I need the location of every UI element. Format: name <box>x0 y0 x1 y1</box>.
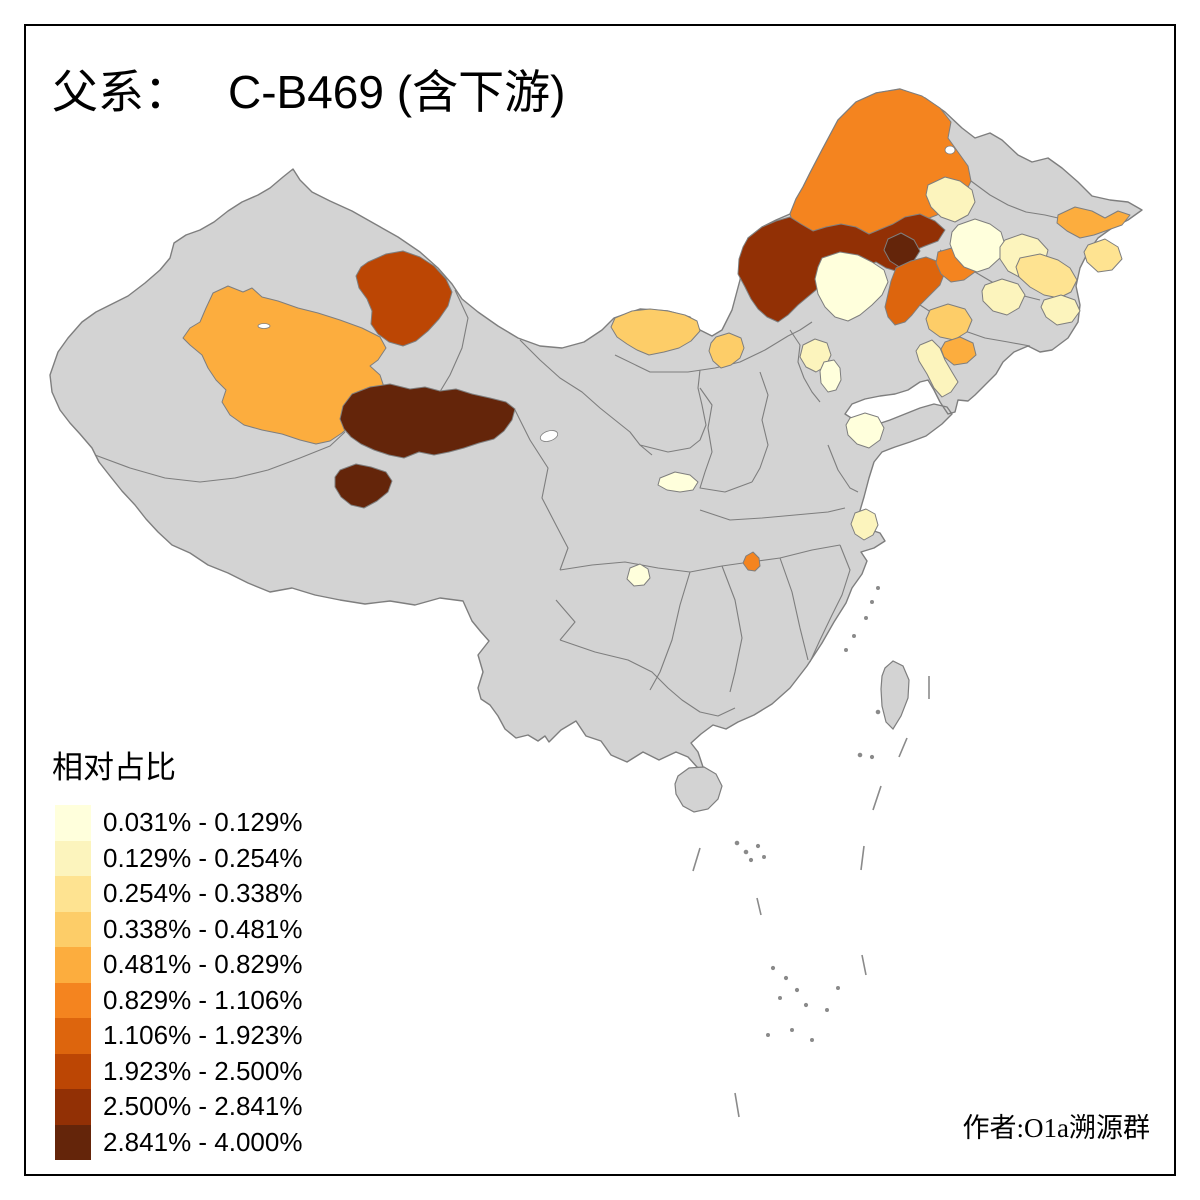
lakes <box>257 145 956 442</box>
province-borders <box>94 180 1059 717</box>
nine-dash-line <box>692 585 930 1118</box>
legend-swatch-8 <box>55 1053 91 1089</box>
legend-title: 相对占比 <box>52 750 176 785</box>
legend-label-7: 1.106% - 1.923% <box>103 1020 303 1051</box>
legend-row-4: 0.338% - 0.481% <box>52 911 303 947</box>
islands <box>674 660 910 813</box>
legend-swatch-1 <box>55 805 91 841</box>
legend-row-1: 0.031% - 0.129% <box>52 805 302 841</box>
legend-row-7: 1.106% - 1.923% <box>52 1018 302 1054</box>
legend-swatch-3 <box>55 876 91 912</box>
bosten-lake <box>257 323 271 329</box>
region-tongliao-innermongolia <box>884 256 946 326</box>
qinghai-lake <box>539 430 559 442</box>
region-mudanjiang-area <box>1040 294 1081 326</box>
legend-swatch-9 <box>55 1089 91 1125</box>
region-dandong-area <box>981 278 1026 316</box>
mainland-outline <box>49 88 1143 771</box>
region-shuangyashan-area <box>1083 238 1123 273</box>
legend-label-4: 0.338% - 0.481% <box>103 913 303 944</box>
legend: 相对占比 0.031% - 0.129% 0.129% - 0.254% 0.254… <box>52 742 302 1160</box>
legend-label-3: 0.254% - 0.338% <box>103 878 303 909</box>
legend-row-10: 2.841% - 4.000% <box>52 1124 303 1160</box>
legend-label-1: 0.031% - 0.129% <box>103 807 303 838</box>
legend-swatch-7 <box>55 1018 91 1054</box>
region-bayannur-innermongolia <box>610 308 701 356</box>
legend-rows: 0.031% - 0.129% 0.129% - 0.254% 0.254% - 0… <box>52 805 302 1160</box>
plot-frame <box>24 24 1176 1176</box>
legend-row-9: 2.500% - 2.841% <box>52 1089 302 1125</box>
title-label: 父系： <box>52 67 190 118</box>
taiwan-island <box>880 660 910 730</box>
legend-swatch-6 <box>55 982 91 1018</box>
legend-swatch-2 <box>55 840 91 876</box>
legend-label-2: 0.129% - 0.254% <box>103 842 303 873</box>
legend-label-8: 1.923% - 2.500% <box>103 1055 303 1086</box>
region-shandong-central <box>845 412 885 449</box>
region-haixi-qinghai <box>339 383 516 459</box>
region-hubei-small <box>742 551 761 572</box>
legend-swatch-10 <box>55 1124 91 1160</box>
hainan-island <box>674 766 723 813</box>
region-hami-xinjiang <box>355 250 453 347</box>
region-changchun-area <box>1015 253 1078 299</box>
legend-row-3: 0.254% - 0.338% <box>52 876 302 912</box>
region-chifeng-innermongolia <box>814 251 889 322</box>
legend-row-8: 1.923% - 2.500% <box>52 1053 303 1089</box>
region-liaodong-peninsula <box>915 339 959 398</box>
title-value: C-B469 (含下游) <box>228 66 566 118</box>
region-sichuan-east-small <box>626 563 651 587</box>
hulun-lake <box>944 145 956 155</box>
legend-row-5: 0.481% - 0.829% <box>52 947 302 983</box>
legend-row-2: 0.129% - 0.254% <box>52 840 303 876</box>
map-title: 父系： C-B469 (含下游) <box>52 56 565 122</box>
choropleth-regions <box>182 88 1131 587</box>
region-yuncheng-shanxi <box>657 471 699 493</box>
region-tianjin <box>819 359 842 393</box>
region-nenjiang-area <box>925 176 976 223</box>
legend-label-9: 2.500% - 2.841% <box>103 1091 303 1122</box>
legend-row-6: 0.829% - 1.106% <box>52 982 303 1018</box>
region-qinghai-southwest <box>334 463 393 509</box>
legend-label-5: 0.481% - 0.829% <box>103 949 303 980</box>
legend-swatch-4 <box>55 911 91 947</box>
author-credit: 作者:O1a溯源群 <box>962 1113 1150 1143</box>
region-jiangsu-north <box>850 508 879 541</box>
legend-label-6: 0.829% - 1.106% <box>103 984 303 1015</box>
region-suihua-area <box>949 218 1006 273</box>
legend-label-10: 2.841% - 4.000% <box>103 1126 303 1157</box>
region-baotou-innermongolia <box>708 332 745 369</box>
region-jiamusi-area <box>1056 206 1131 239</box>
legend-swatch-5 <box>55 947 91 983</box>
region-shenyang-area <box>925 303 973 341</box>
